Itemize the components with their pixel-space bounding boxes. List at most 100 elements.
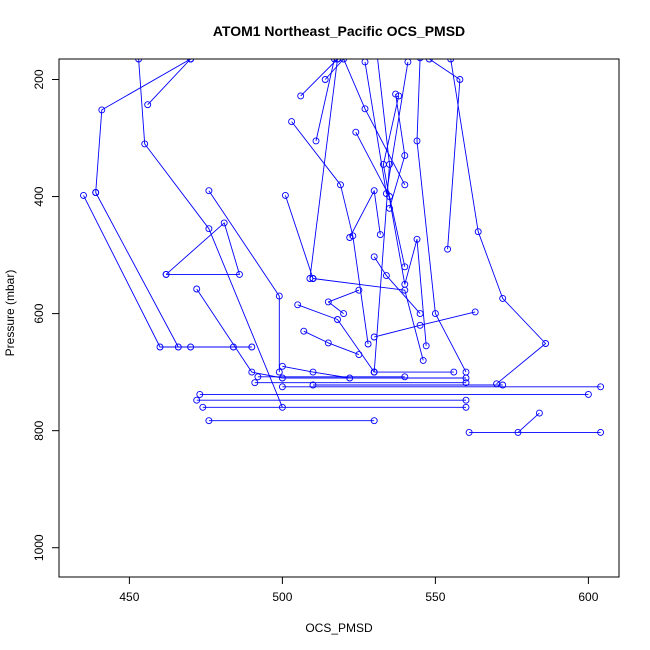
- data-point: [465, 428, 473, 436]
- data-point: [205, 225, 213, 233]
- series-line-group: [425, 59, 464, 253]
- data-point: [156, 343, 164, 351]
- data-point: [370, 333, 378, 341]
- data-point: [275, 292, 283, 300]
- series-line-group: [193, 396, 470, 404]
- series-line-group: [300, 327, 363, 359]
- data-point: [419, 356, 427, 364]
- series-line-group: [465, 428, 605, 436]
- series-line-group: [254, 373, 409, 381]
- data-point: [401, 286, 409, 294]
- series-line: [95, 192, 252, 348]
- series-line: [282, 365, 350, 379]
- data-point: [370, 253, 378, 261]
- data-point: [312, 137, 320, 145]
- data-point: [135, 59, 143, 63]
- y-tick-label: 800: [32, 420, 46, 440]
- plot-area: [80, 59, 605, 436]
- series-line-group: [135, 59, 286, 411]
- data-point: [542, 340, 550, 347]
- series-line: [303, 330, 360, 356]
- data-point: [220, 219, 228, 227]
- series-line-group: [144, 59, 195, 109]
- series-line: [517, 412, 540, 433]
- data-point: [597, 383, 605, 391]
- y-tick-label: 1000: [32, 534, 46, 561]
- chart-title: ATOM1 Northeast_Pacific OCS_PMSD: [213, 23, 465, 39]
- series-line-group: [251, 379, 470, 387]
- series-line: [382, 95, 427, 346]
- data-point: [300, 327, 308, 335]
- data-point: [174, 343, 182, 351]
- data-point: [401, 152, 409, 160]
- data-point: [254, 373, 262, 381]
- data-point: [493, 380, 501, 388]
- data-point: [346, 234, 354, 241]
- data-point: [413, 137, 421, 145]
- y-tick-label: 600: [32, 303, 46, 323]
- data-point: [251, 379, 259, 387]
- series-line: [324, 59, 406, 186]
- data-point: [364, 340, 372, 348]
- series-line-group: [379, 92, 430, 350]
- data-point: [337, 181, 344, 189]
- data-point: [416, 321, 424, 329]
- series-line-group: [196, 390, 592, 398]
- series-line-group: [199, 403, 470, 411]
- data-point: [309, 368, 317, 376]
- data-point: [340, 59, 348, 63]
- series-line: [165, 222, 240, 275]
- data-point: [535, 409, 543, 417]
- data-point: [401, 181, 409, 189]
- series-line-group: [346, 187, 384, 241]
- series-line-group: [205, 417, 378, 425]
- data-point: [355, 286, 363, 294]
- series-line: [429, 59, 461, 250]
- data-point: [584, 390, 592, 398]
- data-point: [288, 118, 296, 126]
- data-point: [370, 187, 378, 195]
- series-line-group: [361, 59, 412, 198]
- data-point: [370, 368, 378, 376]
- data-point: [98, 106, 106, 114]
- series-line: [327, 289, 360, 314]
- data-point: [386, 204, 393, 212]
- series-group: [80, 59, 605, 436]
- series-line-group: [162, 219, 243, 278]
- data-point: [382, 272, 390, 280]
- data-point: [294, 301, 302, 309]
- data-point: [80, 191, 87, 199]
- data-point: [278, 362, 286, 370]
- data-point: [324, 339, 332, 347]
- data-point: [278, 383, 286, 391]
- data-point: [379, 160, 387, 168]
- y-tick-label: 200: [32, 69, 46, 89]
- data-point: [144, 101, 152, 109]
- data-point: [471, 308, 479, 316]
- data-point: [193, 285, 201, 293]
- data-point: [376, 231, 384, 239]
- data-point: [281, 191, 289, 199]
- data-point: [309, 275, 317, 282]
- data-point: [514, 428, 522, 436]
- series-line-group: [306, 59, 341, 282]
- data-point: [324, 298, 332, 306]
- data-point: [462, 403, 470, 411]
- series-line: [284, 195, 314, 279]
- data-point: [401, 373, 409, 381]
- data-point: [205, 417, 213, 425]
- data-point: [205, 187, 213, 195]
- series-line-group: [447, 59, 550, 388]
- series-line: [416, 59, 467, 373]
- series-line-group: [413, 59, 470, 376]
- data-point: [355, 351, 363, 359]
- data-point: [187, 59, 195, 63]
- data-point: [193, 396, 201, 404]
- data-point: [306, 275, 314, 282]
- series-line-group: [386, 90, 409, 212]
- data-point: [499, 294, 507, 302]
- x-axis-label: OCS_PMSD: [305, 621, 373, 635]
- series-line: [312, 278, 424, 361]
- series-line-group: [370, 308, 479, 341]
